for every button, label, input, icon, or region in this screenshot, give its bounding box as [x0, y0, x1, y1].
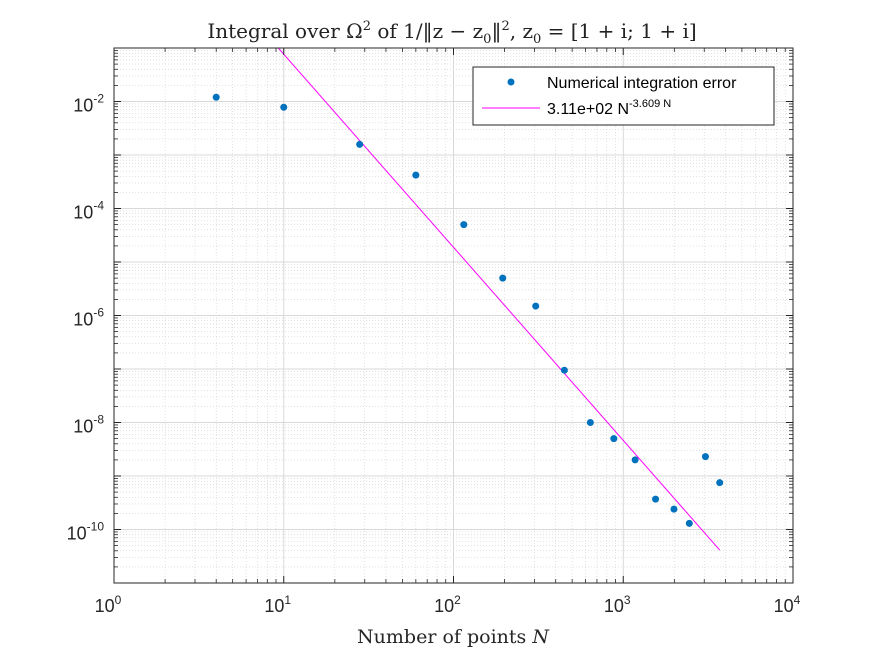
error-point: [652, 495, 660, 503]
legend-box: [472, 66, 775, 126]
error-point: [212, 93, 220, 101]
error-point: [560, 366, 568, 374]
fit-line: [277, 48, 721, 551]
error-point: [499, 274, 507, 282]
error-markers-layer: [212, 93, 724, 527]
legend: Numerical integration error 3.11e+02 N-3…: [472, 66, 775, 126]
legend-marker-icon: [507, 78, 515, 86]
x-tick-label: 100: [95, 593, 122, 616]
x-tick-labels: 100 101 102 103 104: [95, 593, 801, 616]
error-point: [532, 302, 540, 310]
x-tick-label: 103: [604, 593, 631, 616]
error-point: [701, 453, 709, 461]
error-point: [356, 140, 364, 148]
error-point: [586, 419, 594, 426]
chart-title: Integral over Ω2 of 1/‖z − z0‖2, z0 = [1…: [207, 19, 696, 47]
error-point: [460, 221, 468, 229]
y-tick-label: 10-6: [73, 306, 104, 330]
tick-marks: [113, 47, 794, 584]
x-tick-label: 101: [264, 593, 291, 616]
error-point: [412, 171, 420, 179]
error-point: [280, 103, 288, 111]
y-tick-label: 10-2: [73, 92, 104, 116]
error-point: [610, 435, 618, 443]
legend-entry-error: Numerical integration error: [547, 75, 737, 92]
x-axis-label: Number of points N: [357, 626, 550, 648]
y-tick-label: 10-10: [67, 520, 105, 544]
y-tick-label: 10-4: [73, 199, 104, 223]
y-tick-label: 10-8: [73, 413, 104, 437]
x-tick-label: 102: [434, 593, 461, 616]
fit-line-layer: [277, 48, 721, 551]
error-point: [670, 505, 678, 513]
error-point: [716, 479, 724, 487]
error-point: [631, 456, 639, 464]
error-point: [685, 519, 693, 527]
legend-entry-fit: 3.11e+02 N-3.609 N: [547, 98, 671, 118]
y-tick-labels: 10-10 10-8 10-6 10-4 10-2: [67, 92, 105, 544]
x-tick-label: 104: [774, 593, 801, 616]
